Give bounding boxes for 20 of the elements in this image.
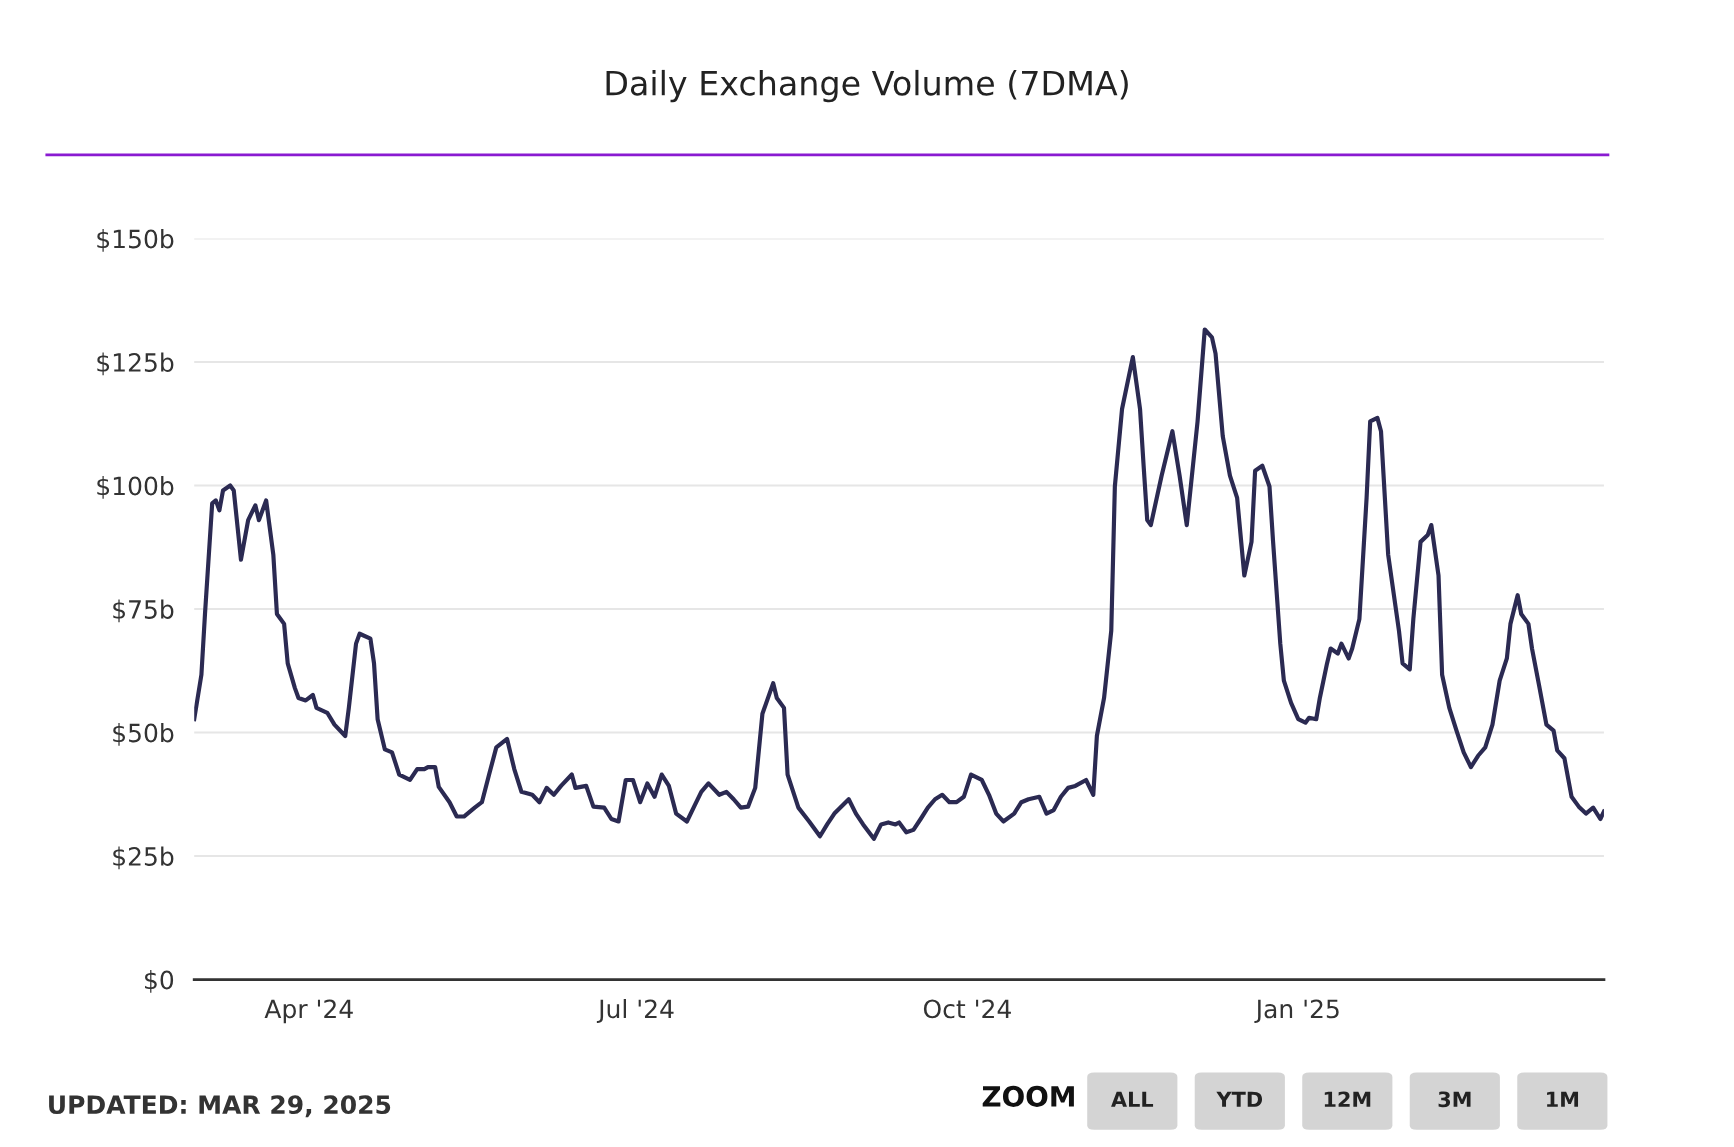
text: YTD [1216, 1091, 1263, 1107]
chart-title: Daily Exchange Volume (7DMA) [606, 69, 1128, 103]
text: ZOOM [982, 1085, 1074, 1107]
text: 3M [1438, 1091, 1471, 1108]
y-tick-label: $0 [145, 970, 174, 993]
x-tick-label: Jul '24 [596, 998, 674, 1023]
x-tick-label: Oct '24 [923, 999, 1011, 1019]
x-tick-label: Apr '24 [264, 999, 353, 1024]
y-tick-label: $125b [97, 352, 174, 376]
y-tick-label: $75b [113, 599, 174, 623]
y-tick-label: $25b [113, 846, 174, 870]
y-tick-label: $50b [113, 723, 174, 746]
y-tick-label: $100b [97, 476, 174, 499]
text: 1M [1547, 1091, 1579, 1107]
y-tick-label: $150b [97, 229, 174, 252]
line-series [194, 327, 1604, 841]
text: ALL [1111, 1091, 1154, 1107]
text: 12M [1324, 1091, 1371, 1107]
x-tick-label: Jan '25 [1254, 999, 1339, 1023]
text: UPDATED: MAR 29, 2025 [49, 1095, 391, 1118]
